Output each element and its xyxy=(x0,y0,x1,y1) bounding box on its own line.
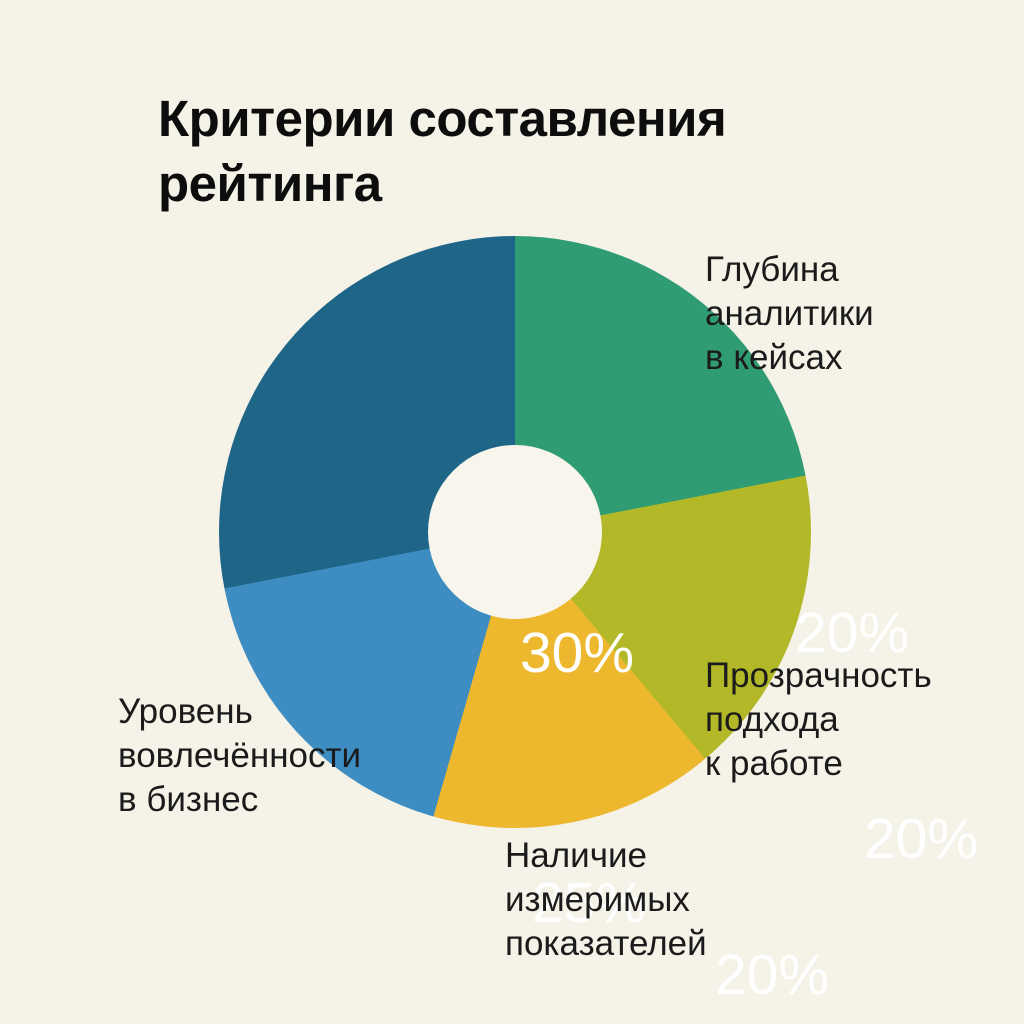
segment-percent-label: 30% xyxy=(519,621,635,685)
segment-percent-label: 20% xyxy=(714,943,830,1007)
donut-chart-area: 20% 20% 20% 25% 30% xyxy=(219,236,978,1007)
segment-percent-label: 20% xyxy=(794,601,910,665)
page-title: Критерии составления рейтинга xyxy=(158,90,727,213)
segment-percent-label: 25% xyxy=(531,871,647,935)
segment-percent-label: 20% xyxy=(863,807,979,871)
segment-category-label: Наличие измеримых показателей xyxy=(505,836,707,963)
segment-category-label: Уровень вовлечённости в бизнес xyxy=(118,692,362,819)
donut-hole xyxy=(428,445,602,619)
segment-category-label: Глубина аналитики в кейсах xyxy=(705,250,874,377)
segment-category-label: Прозрачность подхода к работе xyxy=(705,656,932,783)
